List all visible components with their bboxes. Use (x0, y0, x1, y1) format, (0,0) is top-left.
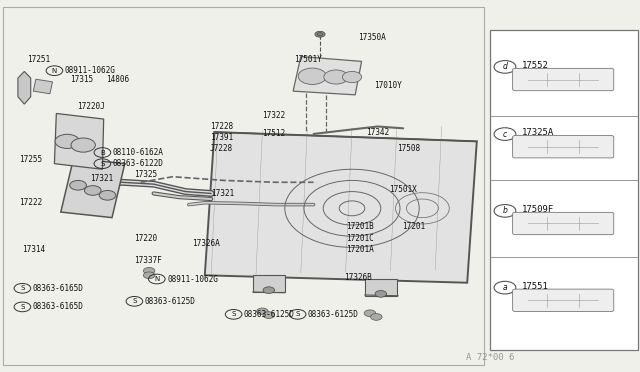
Text: S: S (20, 285, 24, 291)
Text: 17010Y: 17010Y (374, 81, 402, 90)
Circle shape (342, 71, 362, 83)
Text: 17255: 17255 (19, 155, 42, 164)
Polygon shape (205, 132, 477, 283)
Text: N: N (52, 68, 57, 74)
Text: S: S (100, 161, 104, 167)
Circle shape (70, 180, 86, 190)
Text: a: a (502, 283, 508, 292)
Text: b: b (502, 206, 508, 215)
FancyBboxPatch shape (513, 135, 614, 158)
Text: c: c (503, 129, 507, 138)
Text: 17391: 17391 (210, 133, 233, 142)
Circle shape (315, 31, 325, 37)
Polygon shape (18, 71, 31, 104)
Circle shape (371, 314, 382, 320)
Text: 17321: 17321 (90, 174, 113, 183)
FancyBboxPatch shape (513, 289, 614, 311)
Text: 17325A: 17325A (522, 128, 554, 137)
Text: d: d (502, 62, 508, 71)
Text: 17501X: 17501X (389, 185, 417, 194)
Text: 17201A: 17201A (346, 245, 373, 254)
Circle shape (55, 134, 79, 148)
Text: A 72*00 6: A 72*00 6 (466, 353, 515, 362)
Circle shape (263, 312, 275, 318)
Polygon shape (293, 57, 362, 95)
Text: 17337F: 17337F (134, 256, 162, 265)
Circle shape (99, 190, 116, 200)
Polygon shape (33, 79, 52, 94)
Text: 17322: 17322 (262, 111, 285, 120)
Text: 08363-6165D: 08363-6165D (33, 284, 83, 293)
Text: 14806: 14806 (106, 76, 129, 84)
Text: 17201: 17201 (402, 222, 425, 231)
Circle shape (143, 272, 155, 279)
Bar (365, 279, 397, 296)
Bar (3, 7, 484, 365)
Circle shape (143, 267, 155, 274)
Text: 08110-6162A: 08110-6162A (113, 148, 163, 157)
Bar (253, 275, 285, 292)
Text: 17321: 17321 (211, 189, 234, 198)
Circle shape (84, 186, 101, 195)
Circle shape (257, 308, 268, 315)
Text: S: S (20, 304, 24, 310)
Text: 08363-6125D: 08363-6125D (244, 310, 294, 319)
Text: 17326A: 17326A (192, 239, 220, 248)
Bar (490, 30, 638, 350)
Circle shape (364, 310, 376, 317)
Text: 08911-1062G: 08911-1062G (65, 66, 115, 75)
Text: 08363-6122D: 08363-6122D (113, 159, 163, 168)
Text: 17201B: 17201B (346, 222, 373, 231)
Circle shape (317, 33, 323, 36)
Circle shape (324, 70, 348, 84)
Text: 08911-1062G: 08911-1062G (167, 275, 218, 283)
Text: 08363-6125D: 08363-6125D (308, 310, 358, 319)
Text: 17326B: 17326B (344, 273, 372, 282)
Circle shape (263, 287, 275, 294)
Text: S: S (232, 311, 236, 317)
Text: 08363-6125D: 08363-6125D (145, 297, 195, 306)
Circle shape (298, 68, 326, 84)
Text: B: B (100, 150, 105, 155)
Text: 17512: 17512 (262, 129, 285, 138)
Text: 17220J: 17220J (77, 102, 104, 110)
Text: 17201C: 17201C (346, 234, 373, 243)
Circle shape (71, 138, 95, 152)
Text: N: N (154, 276, 159, 282)
Text: 17315: 17315 (70, 76, 93, 84)
Text: 17509F: 17509F (522, 205, 554, 214)
Text: 08363-6165D: 08363-6165D (33, 302, 83, 311)
Text: S: S (132, 298, 136, 304)
FancyBboxPatch shape (513, 212, 614, 235)
Text: 17342: 17342 (366, 128, 389, 137)
Polygon shape (54, 113, 104, 169)
Text: 17552: 17552 (522, 61, 548, 70)
Text: 17508: 17508 (397, 144, 420, 153)
FancyBboxPatch shape (513, 68, 614, 91)
Text: 17551: 17551 (522, 282, 548, 291)
Circle shape (375, 291, 387, 297)
Text: 17251: 17251 (27, 55, 50, 64)
Polygon shape (61, 158, 125, 218)
Text: 17314: 17314 (22, 245, 45, 254)
Text: 17222: 17222 (19, 198, 42, 207)
Text: 17350A: 17350A (358, 33, 386, 42)
Text: J7228: J7228 (210, 144, 233, 153)
Text: 17220: 17220 (134, 234, 157, 243)
Text: 17325: 17325 (134, 170, 157, 179)
Text: 17501Y: 17501Y (294, 55, 322, 64)
Text: 17228: 17228 (210, 122, 233, 131)
Text: S: S (296, 311, 300, 317)
